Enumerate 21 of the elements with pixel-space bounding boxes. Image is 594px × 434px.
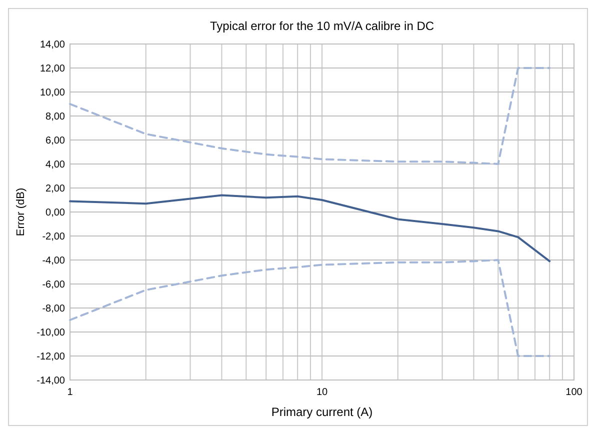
y-tick-label: -12,00 (36, 352, 66, 362)
y-tick-label: 8,00 (46, 112, 66, 122)
x-axis-title: Primary current (A) (271, 405, 373, 419)
y-tick-label: 0,00 (46, 208, 66, 218)
y-tick-label: 4,00 (46, 160, 66, 170)
x-tick-label: 1 (67, 387, 74, 398)
y-tick-label: -14,00 (36, 376, 66, 386)
y-tick-label: -6,00 (42, 280, 66, 290)
y-axis-title: Error (dB) (15, 188, 27, 236)
x-tick-label: 100 (566, 387, 583, 398)
y-tick-label: -4,00 (42, 256, 66, 266)
y-tick-label: -2,00 (42, 232, 66, 242)
y-tick-label: 6,00 (46, 136, 66, 146)
y-tick-label: -10,00 (36, 328, 66, 338)
y-tick-label: 10,00 (40, 88, 66, 98)
y-tick-label: -8,00 (42, 304, 66, 314)
chart-title: Typical error for the 10 mV/A calibre in DC (210, 19, 434, 33)
y-tick-label: 12,00 (40, 64, 66, 74)
y-tick-label: 14,00 (40, 40, 66, 50)
x-tick-label: 10 (316, 387, 328, 398)
y-tick-label: 2,00 (46, 184, 66, 194)
